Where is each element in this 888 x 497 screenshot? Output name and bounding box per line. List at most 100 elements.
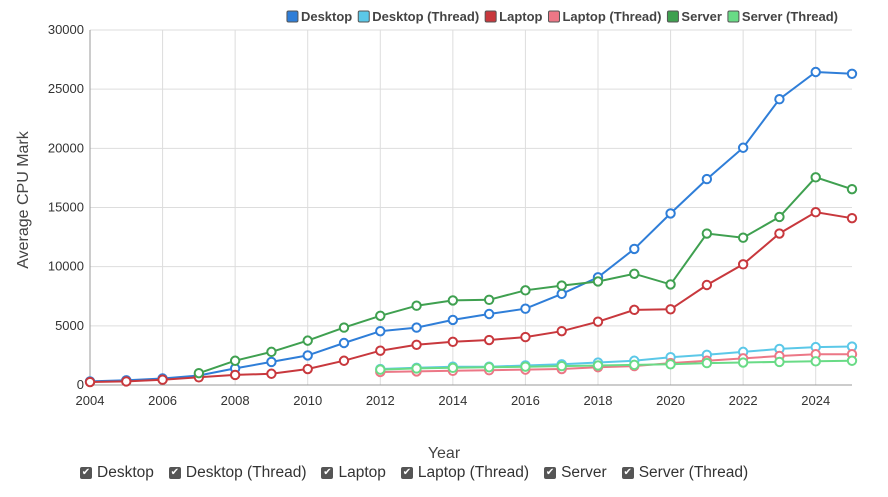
- chart-legend[interactable]: Desktop Desktop (Thread) Laptop Laptop (Thr…: [286, 9, 838, 24]
- checkbox-checked-icon[interactable]: ✔: [621, 467, 634, 479]
- data-point-desktop[interactable]: [665, 208, 676, 219]
- data-point-server[interactable]: [810, 172, 821, 183]
- legend-label: Laptop (Thread): [562, 9, 661, 24]
- data-point-server[interactable]: [375, 310, 386, 321]
- data-point-desktop[interactable]: [302, 350, 313, 361]
- data-point-laptop[interactable]: [447, 336, 459, 348]
- legend-item[interactable]: Desktop: [286, 9, 352, 24]
- checkbox-checked-icon[interactable]: ✔: [168, 467, 181, 479]
- data-point-server[interactable]: [411, 300, 422, 311]
- data-point-server[interactable]: [447, 295, 459, 306]
- legend-swatch: [666, 10, 679, 23]
- data-point-desktop[interactable]: [375, 325, 386, 337]
- data-point-desktop[interactable]: [556, 288, 567, 300]
- checkbox-checked-icon[interactable]: ✔: [544, 467, 557, 479]
- x-axis-title: Year: [428, 445, 461, 462]
- data-point-server-thread[interactable]: [375, 364, 386, 375]
- y-tick-label: 5000: [55, 318, 84, 333]
- data-point-server[interactable]: [229, 355, 241, 366]
- data-point-desktop[interactable]: [411, 322, 422, 333]
- data-point-laptop[interactable]: [520, 331, 531, 343]
- data-point-laptop[interactable]: [592, 316, 604, 327]
- data-point-server-thread[interactable]: [701, 357, 713, 369]
- data-point-server-thread[interactable]: [774, 356, 785, 368]
- data-point-server[interactable]: [665, 279, 676, 290]
- data-point-laptop[interactable]: [411, 339, 422, 350]
- data-point-server-thread[interactable]: [846, 355, 858, 366]
- data-point-laptop[interactable]: [121, 376, 132, 387]
- checkbox-checked-icon[interactable]: ✔: [400, 467, 413, 479]
- data-point-server-thread[interactable]: [556, 360, 567, 372]
- legend-label: Laptop: [499, 9, 542, 24]
- data-point-server-thread[interactable]: [592, 360, 604, 371]
- legend-item[interactable]: Desktop (Thread): [357, 9, 479, 24]
- data-point-laptop[interactable]: [229, 369, 241, 381]
- toggle-desktop[interactable]: ✔ Desktop: [80, 464, 154, 482]
- data-point-server[interactable]: [302, 335, 313, 346]
- data-point-laptop[interactable]: [701, 279, 713, 291]
- data-point-server[interactable]: [701, 228, 713, 239]
- toggle-server[interactable]: ✔ Server: [544, 464, 607, 482]
- data-point-laptop[interactable]: [556, 325, 567, 337]
- data-point-server[interactable]: [629, 268, 640, 279]
- data-point-server-thread[interactable]: [629, 359, 640, 371]
- data-point-desktop[interactable]: [846, 68, 858, 79]
- data-point-laptop[interactable]: [375, 345, 386, 356]
- data-point-desktop[interactable]: [266, 356, 277, 368]
- legend-item[interactable]: Laptop: [484, 9, 543, 24]
- toggle-desktop-thread[interactable]: ✔ Desktop (Thread): [168, 464, 306, 482]
- data-point-server[interactable]: [556, 280, 567, 291]
- data-point-server[interactable]: [520, 285, 531, 296]
- data-point-desktop[interactable]: [520, 303, 531, 314]
- data-point-server-thread[interactable]: [665, 359, 676, 370]
- data-point-laptop[interactable]: [665, 304, 676, 315]
- y-axis-title: Average CPU Mark: [15, 130, 32, 269]
- data-point-server-thread[interactable]: [737, 357, 749, 368]
- data-point-laptop[interactable]: [157, 374, 168, 385]
- toggle-laptop-thread[interactable]: ✔ Laptop (Thread): [400, 464, 529, 482]
- data-point-laptop[interactable]: [84, 376, 96, 388]
- legend-item[interactable]: Laptop (Thread): [547, 9, 661, 24]
- toggle-laptop[interactable]: ✔ Laptop: [321, 464, 386, 482]
- data-point-laptop[interactable]: [266, 368, 277, 379]
- data-point-laptop[interactable]: [810, 207, 821, 218]
- data-point-server[interactable]: [483, 294, 495, 305]
- data-point-laptop[interactable]: [846, 212, 858, 224]
- data-point-desktop[interactable]: [338, 337, 350, 349]
- data-point-server[interactable]: [737, 232, 749, 243]
- data-point-server[interactable]: [266, 346, 277, 358]
- legend-swatch: [727, 10, 740, 23]
- data-point-desktop[interactable]: [629, 243, 640, 255]
- toggle-server-thread[interactable]: ✔ Server (Thread): [621, 464, 749, 482]
- data-point-laptop[interactable]: [338, 355, 350, 366]
- data-point-server[interactable]: [592, 276, 604, 287]
- data-point-desktop[interactable]: [483, 308, 495, 320]
- data-point-laptop[interactable]: [737, 259, 749, 270]
- data-point-server[interactable]: [193, 367, 205, 379]
- legend-item[interactable]: Server: [666, 9, 722, 24]
- data-point-laptop[interactable]: [483, 334, 495, 346]
- data-point-desktop[interactable]: [447, 314, 459, 326]
- series-desktop: [84, 66, 858, 387]
- data-point-desktop[interactable]: [737, 142, 749, 153]
- data-point-server-thread[interactable]: [520, 361, 531, 372]
- data-point-server-thread[interactable]: [411, 363, 422, 374]
- checkbox-checked-icon[interactable]: ✔: [80, 467, 92, 479]
- data-point-server[interactable]: [774, 211, 785, 223]
- data-point-desktop[interactable]: [774, 94, 785, 105]
- data-point-server-thread[interactable]: [447, 362, 459, 374]
- data-point-laptop[interactable]: [302, 363, 313, 375]
- data-point-server-thread[interactable]: [810, 356, 821, 367]
- data-point-server[interactable]: [338, 322, 350, 333]
- legend-item[interactable]: Server (Thread): [727, 9, 838, 24]
- data-point-laptop[interactable]: [629, 304, 640, 316]
- grid-lines: [89, 29, 852, 386]
- checkbox-checked-icon[interactable]: ✔: [321, 467, 334, 479]
- series-line-laptop-thread: [380, 353, 852, 373]
- data-point-server[interactable]: [846, 183, 858, 195]
- data-point-desktop[interactable]: [810, 66, 821, 78]
- toggle-label: Server (Thread): [638, 464, 749, 481]
- data-point-laptop[interactable]: [774, 228, 785, 239]
- data-point-desktop[interactable]: [701, 173, 713, 185]
- data-point-server-thread[interactable]: [483, 362, 495, 373]
